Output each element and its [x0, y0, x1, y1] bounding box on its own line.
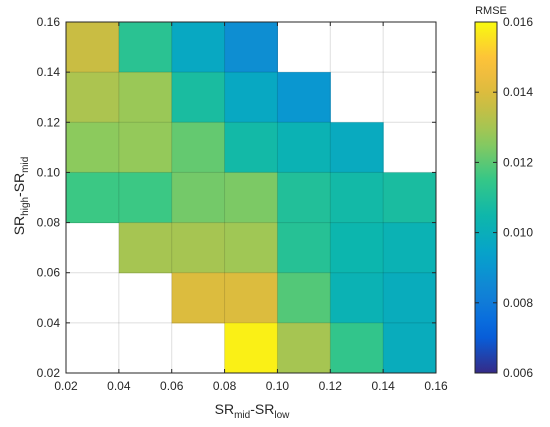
y-tick-label: 0.08: [37, 216, 61, 230]
heatmap-cell: [171, 222, 226, 274]
heatmap-cell: [118, 72, 173, 123]
heatmap-cell: [383, 222, 437, 274]
y-tick-label: 0.06: [37, 266, 61, 280]
colorbar-tick-label: 0.016: [503, 15, 533, 29]
heatmap-cell: [66, 22, 120, 73]
heatmap-cell: [224, 172, 278, 224]
heatmap-cell: [277, 122, 331, 173]
x-tick-label: 0.02: [54, 379, 78, 393]
heatmap-cell: [383, 172, 437, 224]
x-tick-label: 0.14: [371, 379, 395, 393]
colorbar-ticks: 0.006 0.008 0.010 0.012 0.014 0.016: [475, 15, 533, 380]
x-tick-label: 0.06: [160, 379, 184, 393]
heatmap-cell: [171, 122, 226, 173]
heatmap-cell: [224, 272, 278, 324]
y-axis-label: SRhigh-SRmid: [11, 157, 31, 236]
y-tick-label: 0.04: [37, 316, 61, 330]
y-tick-label: 0.12: [37, 115, 61, 129]
heatmap-cell: [277, 222, 331, 274]
heatmap-cell: [330, 322, 384, 374]
heatmap-cell: [224, 72, 278, 123]
heatmap-cell: [330, 122, 384, 173]
heatmap-cell: [118, 172, 173, 224]
colorbar-tick-label: 0.012: [503, 155, 533, 169]
heatmap-cell: [277, 272, 331, 324]
x-tick-label: 0.16: [424, 379, 448, 393]
axis-ticks: [65, 21, 437, 374]
heatmap-cell: [118, 22, 173, 73]
x-tick-label: 0.04: [107, 379, 131, 393]
heatmap-cell: [224, 222, 278, 274]
heatmap-cell: [171, 72, 226, 123]
heatmap-cell: [383, 272, 437, 324]
y-tick-label: 0.16: [37, 15, 61, 29]
x-tick-label: 0.10: [266, 379, 290, 393]
heatmap-cell: [224, 122, 278, 173]
heatmap-cells: [66, 22, 437, 374]
heatmap-cell: [66, 122, 120, 173]
colorbar-tick-label: 0.010: [503, 226, 533, 240]
heatmap-cell: [171, 272, 226, 324]
heatmap-cell: [66, 172, 120, 224]
plot-frame: [65, 21, 437, 374]
heatmap-cell: [66, 72, 120, 123]
heatmap-cell: [330, 222, 384, 274]
y-tick-labels: 0.02 0.04 0.06 0.08 0.10 0.12 0.14 0.16: [37, 15, 61, 380]
colorbar: [474, 21, 498, 374]
heatmap-cell: [277, 72, 331, 123]
colorbar-tick-label: 0.014: [503, 85, 533, 99]
heatmap-cell: [383, 322, 437, 374]
x-tick-label: 0.08: [213, 379, 237, 393]
heatmap-cell: [224, 22, 278, 73]
heatmap-cell: [277, 322, 331, 374]
y-tick-label: 0.10: [37, 165, 61, 179]
heatmap-cell: [118, 222, 173, 274]
colorbar-title: RMSE: [475, 5, 507, 17]
heatmap-cell: [171, 172, 226, 224]
x-tick-labels: 0.02 0.04 0.06 0.08 0.10 0.12 0.14 0.16: [54, 379, 448, 393]
grid-lines: [65, 21, 437, 374]
heatmap-cell: [171, 22, 226, 73]
colorbar-tick-label: 0.006: [503, 366, 533, 380]
x-tick-label: 0.12: [319, 379, 343, 393]
heatmap-cell: [224, 322, 278, 374]
heatmap-cell: [330, 272, 384, 324]
heatmap-cell: [330, 172, 384, 224]
colorbar-tick-label: 0.008: [503, 296, 533, 310]
y-tick-label: 0.02: [37, 366, 61, 380]
x-axis-label: SRmid-SRlow: [215, 401, 290, 421]
y-tick-label: 0.14: [37, 65, 61, 79]
heatmap-cell: [118, 122, 173, 173]
heatmap-cell: [277, 172, 331, 224]
